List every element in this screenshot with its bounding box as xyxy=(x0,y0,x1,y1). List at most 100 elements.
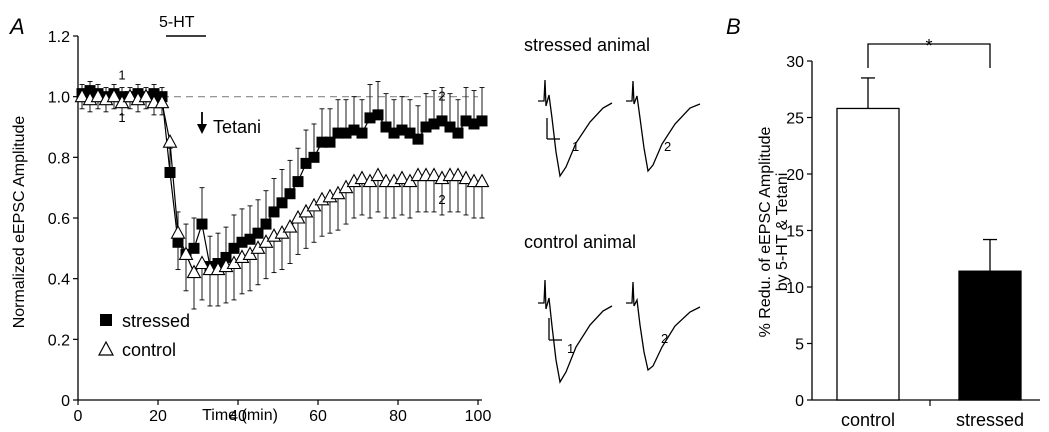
stressed-point xyxy=(284,188,296,200)
bar-y-axis-title-line2: by 5-HT & Tetani xyxy=(774,173,791,292)
y-tick-label: 0.4 xyxy=(48,272,70,289)
x-tick-label: 40 xyxy=(229,408,247,425)
stressed-point xyxy=(428,118,440,130)
stressed-point xyxy=(276,197,288,209)
x-tick-label: 100 xyxy=(465,408,492,425)
stressed-point xyxy=(316,136,328,148)
stressed-point xyxy=(196,218,208,230)
control-point xyxy=(154,94,170,109)
stressed-point xyxy=(436,115,448,127)
bar-y-tick-label: 10 xyxy=(786,280,804,297)
stressed-point xyxy=(308,151,320,163)
panel-b-letter: B xyxy=(726,14,741,39)
x-tick-label: 0 xyxy=(74,408,83,425)
stressed-point xyxy=(476,115,488,127)
control-point xyxy=(394,170,410,185)
tetani-arrow-head xyxy=(197,124,207,134)
stressed-point xyxy=(452,127,464,139)
timepoint-label: 1 xyxy=(118,67,125,82)
stressed-point xyxy=(84,85,96,97)
control-point xyxy=(458,170,474,185)
stressed-trace-1: 1 xyxy=(538,79,613,178)
control-point xyxy=(170,225,186,239)
stressed-point xyxy=(388,127,400,139)
bar-control xyxy=(836,107,900,401)
y-tick-label: 0.8 xyxy=(48,150,70,167)
control-point xyxy=(106,88,122,103)
control-point xyxy=(450,167,466,182)
bar-category-label: stressed xyxy=(956,410,1024,430)
control-point xyxy=(186,264,202,279)
stressed-point xyxy=(236,236,248,248)
stressed-point xyxy=(188,242,200,254)
tetani-label: Tetani xyxy=(213,117,261,137)
stressed-point xyxy=(324,136,336,148)
stressed-point xyxy=(372,109,384,121)
stressed-point xyxy=(300,157,312,169)
legend-stressed-label: stressed xyxy=(122,311,190,331)
trace-label: 1 xyxy=(567,341,574,356)
stressed-point xyxy=(380,121,392,133)
timepoint-label: 1 xyxy=(118,110,125,125)
y-tick-label: 1.2 xyxy=(48,29,70,46)
stressed-point xyxy=(164,167,176,178)
stressed-point xyxy=(404,127,416,139)
bar-y-tick-label: 5 xyxy=(795,337,804,354)
stressed-point xyxy=(468,118,480,130)
stressed-trace-2: 2 xyxy=(626,80,701,173)
legend-control-marker xyxy=(97,340,115,356)
stressed-point xyxy=(228,242,240,254)
y-tick-label: 0 xyxy=(61,393,70,410)
drug-label: 5-HT xyxy=(159,14,195,31)
bar-plot: 0 5 10 15 20 25 30 control stressed * xyxy=(786,36,1040,430)
control-point xyxy=(474,173,490,188)
control-point xyxy=(138,88,154,103)
trace-label: 2 xyxy=(661,331,668,346)
stressed-point xyxy=(220,251,232,263)
timepoint-label: 2 xyxy=(438,192,445,207)
control-point xyxy=(90,88,106,103)
stressed-point xyxy=(148,88,160,100)
y-tick-label: 0.6 xyxy=(48,211,70,228)
stressed-point xyxy=(460,115,472,127)
stressed-point xyxy=(444,121,456,133)
stressed-point xyxy=(340,127,352,139)
control-trace-1: 1 xyxy=(538,279,613,384)
x-tick-label: 20 xyxy=(149,408,167,425)
control-point xyxy=(194,255,210,270)
control-point xyxy=(354,170,370,185)
significance-bracket xyxy=(867,43,991,68)
stressed-point xyxy=(252,227,264,239)
control-point xyxy=(370,167,386,182)
timepoint-label: 2 xyxy=(438,89,445,104)
line-plot: 0 0.2 0.4 0.6 0.8 1.0 1.2 0 20 40 60 80 100 Tetani 1 1 2… xyxy=(48,29,492,425)
control-trace-title: control animal xyxy=(524,232,636,252)
control-point xyxy=(74,88,90,103)
y-tick-label: 1.0 xyxy=(48,90,70,107)
y-tick-label: 0.2 xyxy=(48,332,70,349)
stressed-point xyxy=(292,176,304,188)
bar-category-label: control xyxy=(841,410,895,430)
bar-y-tick-label: 30 xyxy=(786,54,804,71)
control-point xyxy=(426,167,442,182)
trace-label: 2 xyxy=(664,139,671,154)
panel-a-letter: A xyxy=(8,14,25,39)
x-tick-label: 80 xyxy=(389,408,407,425)
stressed-point xyxy=(332,127,344,139)
x-tick-label: 60 xyxy=(309,408,327,425)
legend: stressed control xyxy=(97,311,190,360)
legend-stressed-marker xyxy=(100,314,112,326)
control-point xyxy=(162,134,178,148)
legend-control-label: control xyxy=(122,340,176,360)
bar-y-tick-label: 15 xyxy=(786,224,804,241)
control-point xyxy=(282,218,298,233)
x-axis-title: Time (min) xyxy=(202,407,278,424)
bar-y-tick-label: 20 xyxy=(786,167,804,184)
stressed-point xyxy=(244,233,256,245)
stressed-point xyxy=(348,124,360,136)
stressed-point xyxy=(396,124,408,136)
stressed-point xyxy=(420,121,432,133)
bar-y-tick-label: 25 xyxy=(786,111,804,128)
stressed-point xyxy=(412,133,424,145)
